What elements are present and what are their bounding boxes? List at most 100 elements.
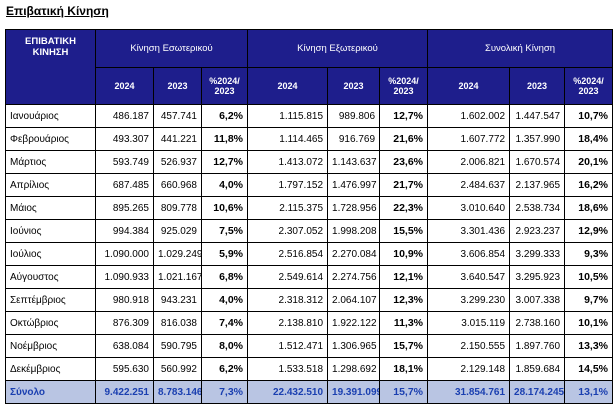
- cell: 6,8%: [200, 265, 249, 289]
- cell: 3.299.333: [509, 242, 566, 266]
- cell: 10,1%: [564, 311, 614, 335]
- cell: 2.137.965: [509, 173, 566, 197]
- cell: 2.923.237: [509, 219, 566, 243]
- row-label: Ιούνιος: [5, 219, 96, 243]
- cell: 4,0%: [200, 173, 249, 197]
- row-label: Σεπτέμβριος: [5, 288, 96, 312]
- data-row: Αύγουστος 1.090.933 1.021.167 6,8% 2.549.614…: [5, 265, 614, 289]
- cell: 12,7%: [200, 150, 249, 174]
- data-row: Μάρτιος 593.749 526.937 12,7% 1.413.072 1.143…: [5, 150, 614, 174]
- cell: 1.602.002: [427, 104, 511, 128]
- cell: 6,2%: [200, 104, 249, 128]
- cell: 1.029.249: [153, 242, 202, 266]
- cell: 457.741: [153, 104, 202, 128]
- data-row: Ιούλιος 1.090.000 1.029.249 5,9% 2.516.854 2.…: [5, 242, 614, 266]
- cell: 3.007.338: [509, 288, 566, 312]
- data-row: Οκτώβριος 876.309 816.038 7,4% 2.138.810 1.92…: [5, 311, 614, 335]
- corner-header: ΕΠΙΒΑΤΙΚΗ ΚΙΝΗΣΗ: [5, 29, 96, 105]
- column-header: 2024: [95, 67, 154, 105]
- data-row: Μάιος 895.265 809.778 10,6% 2.115.375 1.728.9…: [5, 196, 614, 220]
- cell: 2.270.084: [327, 242, 381, 266]
- cell: 1.998.208: [327, 219, 381, 243]
- cell: 493.307: [95, 127, 154, 151]
- row-label: Ιανουάριος: [5, 104, 96, 128]
- row-label: Δεκέμβριος: [5, 357, 96, 381]
- cell: 2.318.312: [247, 288, 329, 312]
- cell: 660.968: [153, 173, 202, 197]
- cell: 2.006.821: [427, 150, 511, 174]
- column-header: 2024: [247, 67, 329, 105]
- column-header: 2023: [153, 67, 202, 105]
- cell: 23,6%: [379, 150, 429, 174]
- cell: 994.384: [95, 219, 154, 243]
- cell: 15,7%: [379, 334, 429, 358]
- cell: 10,6%: [200, 196, 249, 220]
- cell: 3.606.854: [427, 242, 511, 266]
- cell: 2.129.148: [427, 357, 511, 381]
- column-header: %2024/ 2023: [564, 67, 614, 105]
- group-header: Κίνηση Εσωτερικού: [94, 29, 249, 68]
- cell: 687.485: [95, 173, 154, 197]
- data-row: Δεκέμβριος 595.630 560.992 6,2% 1.533.518 1.2…: [5, 357, 614, 381]
- cell: 12,3%: [379, 288, 429, 312]
- title: Επιβατική Κίνηση: [6, 4, 109, 18]
- cell: 16,2%: [564, 173, 614, 197]
- cell: 10,9%: [379, 242, 429, 266]
- cell: 2.549.614: [247, 265, 329, 289]
- cell: 1.306.965: [327, 334, 381, 358]
- cell: 5,9%: [200, 242, 249, 266]
- cell: 1.114.465: [247, 127, 329, 151]
- cell: 441.221: [153, 127, 202, 151]
- cell: 595.630: [95, 357, 154, 381]
- cell: 11,8%: [200, 127, 249, 151]
- cell: 1.859.684: [509, 357, 566, 381]
- cell: 2.274.756: [327, 265, 381, 289]
- cell: 895.265: [95, 196, 154, 220]
- cell: 9,7%: [564, 288, 614, 312]
- cell: 6,2%: [200, 357, 249, 381]
- row-label: Μάιος: [5, 196, 96, 220]
- cell: 7,4%: [200, 311, 249, 335]
- cell: 486.187: [95, 104, 154, 128]
- cell: 7,5%: [200, 219, 249, 243]
- cell: 593.749: [95, 150, 154, 174]
- cell: 15,7%: [379, 380, 429, 404]
- column-header: %2024/ 2023: [200, 67, 249, 105]
- cell: 2.516.854: [247, 242, 329, 266]
- cell: 9.422.251: [95, 380, 154, 404]
- cell: 12,7%: [379, 104, 429, 128]
- cell: 20,1%: [564, 150, 614, 174]
- cell: 590.795: [153, 334, 202, 358]
- cell: 526.937: [153, 150, 202, 174]
- cell: 22.432.510: [247, 380, 329, 404]
- cell: 1.728.956: [327, 196, 381, 220]
- cell: 1.115.815: [247, 104, 329, 128]
- cell: 1.298.692: [327, 357, 381, 381]
- cell: 943.231: [153, 288, 202, 312]
- cell: 2.307.052: [247, 219, 329, 243]
- cell: 3.301.436: [427, 219, 511, 243]
- cell: 2.484.637: [427, 173, 511, 197]
- row-label: Σύνολο: [5, 380, 96, 404]
- cell: 1.021.167: [153, 265, 202, 289]
- cell: 3.299.230: [427, 288, 511, 312]
- cell: 8.783.146: [153, 380, 202, 404]
- total-row: Σύνολο 9.422.251 8.783.146 7,3% 22.432.510 19…: [5, 380, 614, 404]
- cell: 916.769: [327, 127, 381, 151]
- column-header: %2024/ 2023: [379, 67, 429, 105]
- data-row: Ιούνιος 994.384 925.029 7,5% 2.307.052 1.998.…: [5, 219, 614, 243]
- row-label: Μάρτιος: [5, 150, 96, 174]
- cell: 1.413.072: [247, 150, 329, 174]
- cell: 1.090.933: [95, 265, 154, 289]
- cell: 28.174.245: [509, 380, 566, 404]
- cell: 816.038: [153, 311, 202, 335]
- cell: 1.447.547: [509, 104, 566, 128]
- cell: 1.357.990: [509, 127, 566, 151]
- data-row: Φεβρουάριος 493.307 441.221 11,8% 1.114.465 9…: [5, 127, 614, 151]
- cell: 31.854.761: [427, 380, 511, 404]
- cell: 21,7%: [379, 173, 429, 197]
- data-row: Ιανουάριος 486.187 457.741 6,2% 1.115.815 989…: [5, 104, 614, 128]
- cell: 14,5%: [564, 357, 614, 381]
- row-label: Απρίλιος: [5, 173, 96, 197]
